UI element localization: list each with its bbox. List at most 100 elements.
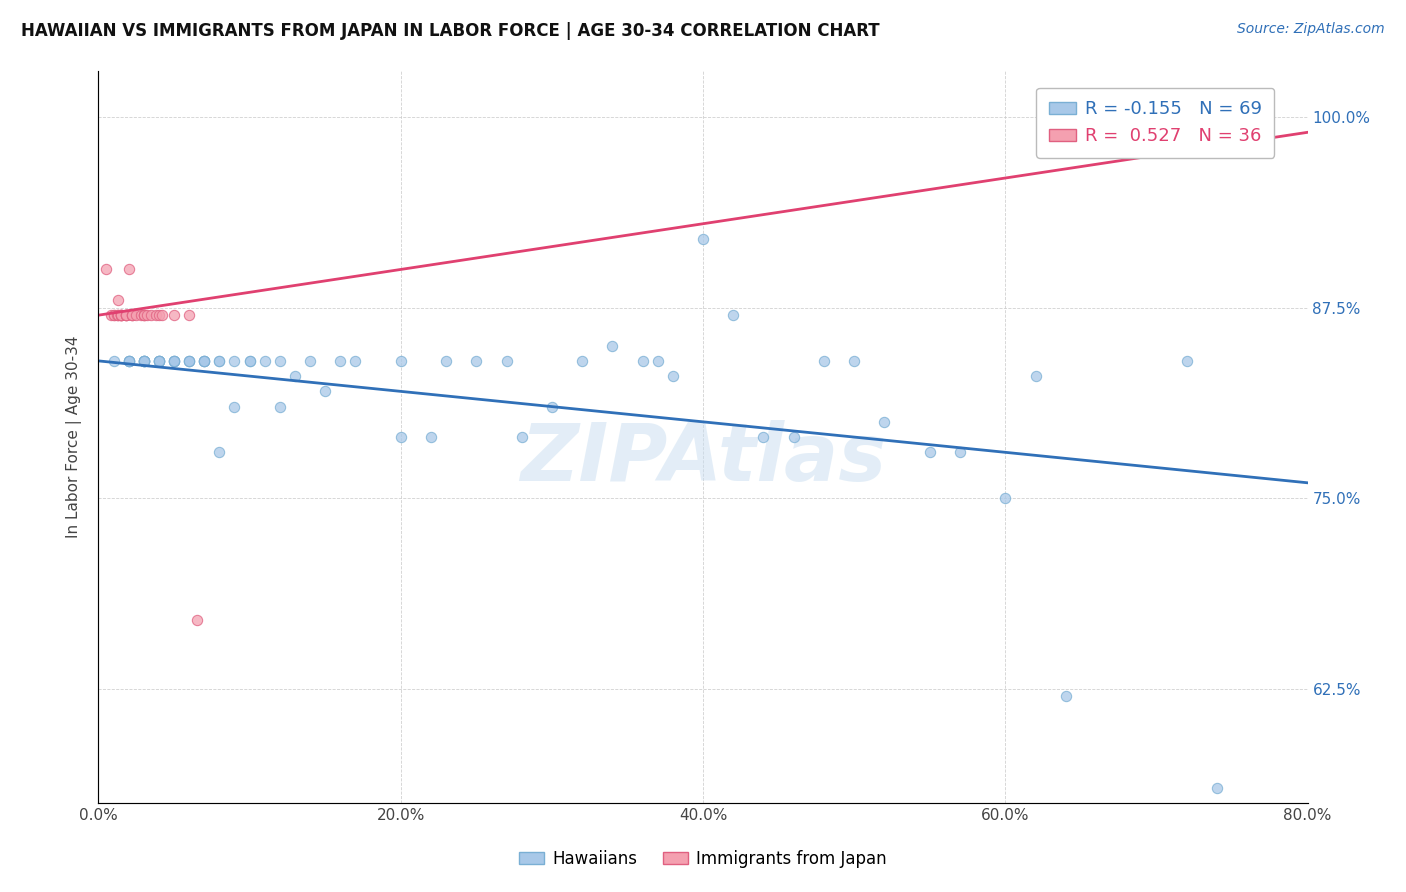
Point xyxy=(118,262,141,277)
Point xyxy=(132,354,155,368)
Point xyxy=(135,308,157,322)
Point xyxy=(132,308,155,322)
Point xyxy=(132,354,155,368)
Point xyxy=(329,354,352,368)
Point xyxy=(179,354,201,368)
Point xyxy=(148,354,170,368)
Point xyxy=(110,308,132,322)
Point xyxy=(114,308,136,322)
Point xyxy=(150,308,173,322)
Point xyxy=(193,354,215,368)
Point xyxy=(465,354,488,368)
Point xyxy=(179,354,201,368)
Point xyxy=(114,308,136,322)
Point xyxy=(107,308,129,322)
Point xyxy=(661,369,683,384)
Point xyxy=(813,354,835,368)
Point xyxy=(110,308,132,322)
Point xyxy=(389,430,412,444)
Point xyxy=(1175,354,1198,368)
Point xyxy=(752,430,775,444)
Point xyxy=(1206,780,1229,795)
Point xyxy=(193,354,215,368)
Point xyxy=(389,354,412,368)
Point xyxy=(132,308,155,322)
Point xyxy=(103,308,125,322)
Point xyxy=(253,354,276,368)
Point xyxy=(918,445,941,459)
Point xyxy=(148,354,170,368)
Point xyxy=(163,308,186,322)
Point xyxy=(100,308,122,322)
Point xyxy=(103,354,125,368)
Point xyxy=(844,354,866,368)
Point xyxy=(163,354,186,368)
Point xyxy=(110,308,132,322)
Point xyxy=(510,430,533,444)
Point xyxy=(148,308,170,322)
Point xyxy=(434,354,457,368)
Point xyxy=(224,354,246,368)
Point xyxy=(110,308,132,322)
Point xyxy=(299,354,322,368)
Text: ZIPAtlas: ZIPAtlas xyxy=(520,420,886,498)
Point xyxy=(107,308,129,322)
Y-axis label: In Labor Force | Age 30-34: In Labor Force | Age 30-34 xyxy=(66,335,83,539)
Point xyxy=(163,354,186,368)
Point xyxy=(132,354,155,368)
Point xyxy=(179,354,201,368)
Point xyxy=(186,613,208,627)
Point xyxy=(344,354,367,368)
Text: Source: ZipAtlas.com: Source: ZipAtlas.com xyxy=(1237,22,1385,37)
Point xyxy=(132,354,155,368)
Point xyxy=(994,491,1017,505)
Point xyxy=(193,354,215,368)
Point xyxy=(284,369,307,384)
Point xyxy=(269,400,291,414)
Text: HAWAIIAN VS IMMIGRANTS FROM JAPAN IN LABOR FORCE | AGE 30-34 CORRELATION CHART: HAWAIIAN VS IMMIGRANTS FROM JAPAN IN LAB… xyxy=(21,22,880,40)
Point xyxy=(132,308,155,322)
Legend: R = -0.155   N = 69, R =  0.527   N = 36: R = -0.155 N = 69, R = 0.527 N = 36 xyxy=(1036,87,1274,158)
Point xyxy=(540,400,562,414)
Point xyxy=(114,308,136,322)
Point xyxy=(269,354,291,368)
Point xyxy=(121,308,143,322)
Point xyxy=(121,308,143,322)
Point xyxy=(103,308,125,322)
Point xyxy=(692,232,714,246)
Point xyxy=(163,354,186,368)
Point xyxy=(118,354,141,368)
Point xyxy=(118,354,141,368)
Point xyxy=(148,354,170,368)
Point xyxy=(1085,140,1108,154)
Point xyxy=(208,354,231,368)
Point xyxy=(121,308,143,322)
Point xyxy=(420,430,443,444)
Point xyxy=(193,354,215,368)
Point xyxy=(239,354,262,368)
Point xyxy=(224,400,246,414)
Point xyxy=(132,354,155,368)
Point xyxy=(723,308,745,322)
Point xyxy=(129,308,152,322)
Point xyxy=(571,354,593,368)
Point xyxy=(125,308,148,322)
Point xyxy=(602,339,624,353)
Point xyxy=(208,445,231,459)
Point xyxy=(94,262,117,277)
Point xyxy=(873,415,896,429)
Point xyxy=(239,354,262,368)
Point xyxy=(105,308,128,322)
Point xyxy=(148,354,170,368)
Point xyxy=(314,384,336,399)
Point xyxy=(118,354,141,368)
Point xyxy=(114,308,136,322)
Legend: Hawaiians, Immigrants from Japan: Hawaiians, Immigrants from Japan xyxy=(513,844,893,875)
Point xyxy=(141,308,163,322)
Point xyxy=(949,445,972,459)
Point xyxy=(495,354,517,368)
Point xyxy=(1039,140,1062,154)
Point xyxy=(208,354,231,368)
Point xyxy=(647,354,669,368)
Point xyxy=(179,308,201,322)
